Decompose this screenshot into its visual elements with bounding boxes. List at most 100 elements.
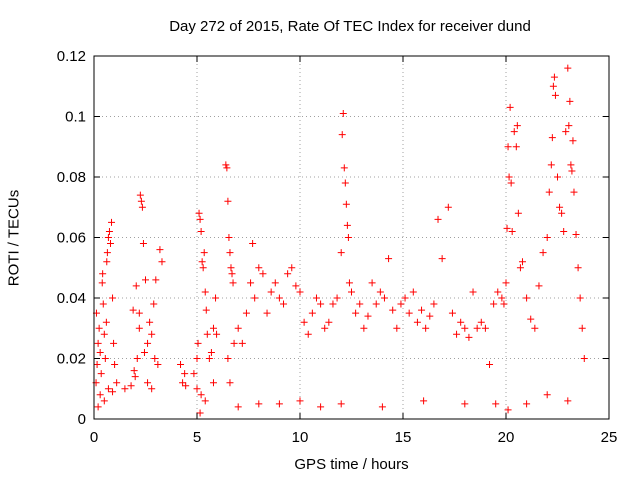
data-point — [376, 288, 384, 296]
data-point — [96, 391, 104, 399]
data-point — [96, 348, 104, 356]
data-point — [444, 203, 452, 211]
x-tick-label: 25 — [601, 429, 618, 446]
data-point — [284, 270, 292, 278]
data-point — [500, 300, 508, 308]
data-point — [490, 300, 498, 308]
data-point — [345, 279, 353, 287]
data-point — [360, 324, 368, 332]
data-point — [212, 294, 220, 302]
data-point — [418, 306, 426, 314]
data-point — [296, 288, 304, 296]
data-point — [477, 318, 485, 326]
data-point — [275, 294, 283, 302]
data-point — [543, 391, 551, 399]
data-point — [225, 234, 233, 241]
data-point — [213, 330, 221, 338]
data-point — [494, 288, 502, 296]
data-point — [380, 294, 388, 302]
y-tick-label: 0.08 — [57, 169, 86, 186]
data-point — [207, 348, 215, 356]
data-point — [539, 249, 547, 257]
data-point — [142, 276, 149, 284]
data-point — [105, 227, 113, 235]
data-point — [226, 379, 234, 387]
y-axis-label: ROTI / TECUs — [5, 189, 23, 287]
data-point — [247, 279, 255, 287]
data-point — [200, 249, 208, 257]
data-point — [317, 403, 325, 411]
data-point — [551, 91, 559, 99]
data-point — [364, 312, 372, 320]
data-point — [227, 264, 235, 272]
data-point — [564, 64, 572, 72]
data-point — [502, 279, 510, 287]
data-point — [255, 400, 263, 408]
data-point — [505, 173, 513, 181]
data-point — [139, 240, 147, 248]
data-point — [131, 373, 139, 381]
y-tick-label: 0.1 — [65, 109, 86, 126]
x-axis-label: GPS time / hours — [294, 456, 409, 473]
data-point — [135, 309, 143, 317]
data-point — [275, 400, 283, 408]
data-point — [527, 315, 535, 323]
data-point — [150, 300, 158, 308]
data-point — [510, 128, 518, 136]
data-point — [202, 306, 210, 314]
data-point — [325, 318, 333, 326]
data-point — [267, 288, 275, 296]
data-point — [430, 300, 438, 308]
data-point — [570, 188, 578, 196]
data-point — [341, 179, 349, 187]
data-point — [103, 249, 111, 257]
data-point — [572, 230, 580, 238]
data-point — [226, 249, 234, 257]
y-tick-label: 0.04 — [57, 290, 86, 307]
data-point — [512, 143, 520, 151]
data-point — [224, 355, 232, 362]
data-point — [337, 249, 345, 257]
data-point — [481, 324, 489, 332]
data-point — [136, 191, 144, 199]
data-point — [518, 258, 526, 266]
x-tick-label: 15 — [395, 429, 412, 446]
data-point — [560, 227, 568, 235]
data-point — [535, 282, 543, 290]
data-point — [242, 309, 250, 317]
data-point — [453, 330, 461, 338]
data-point — [209, 379, 217, 387]
data-point — [503, 224, 511, 232]
data-point — [158, 258, 166, 266]
data-point — [111, 361, 119, 369]
data-point — [569, 137, 577, 145]
x-tick-label: 0 — [90, 429, 98, 446]
data-point — [461, 324, 469, 332]
data-point — [567, 161, 575, 169]
data-point — [543, 234, 551, 241]
axis-ticks: 0 5 10 15 20 25 0 0.02 0.04 0.06 0.08 0.1 0.12 — [57, 48, 618, 446]
data-point — [133, 355, 141, 362]
data-point — [110, 339, 118, 347]
data-point — [580, 355, 588, 362]
data-point — [562, 128, 570, 136]
data-point — [100, 330, 108, 338]
data-point — [94, 403, 102, 411]
data-point — [104, 234, 112, 241]
y-tick-label: 0.12 — [57, 48, 86, 65]
data-point — [516, 264, 524, 272]
data-point — [576, 294, 584, 302]
data-point — [329, 300, 337, 308]
data-point — [156, 246, 164, 254]
data-point — [558, 209, 566, 217]
data-point — [98, 279, 106, 287]
data-point — [106, 240, 114, 248]
data-point — [348, 288, 355, 296]
data-point — [103, 258, 111, 266]
data-point — [152, 276, 160, 284]
data-point — [94, 339, 102, 347]
data-point — [181, 370, 189, 378]
data-points — [92, 64, 588, 417]
data-point — [422, 324, 430, 332]
